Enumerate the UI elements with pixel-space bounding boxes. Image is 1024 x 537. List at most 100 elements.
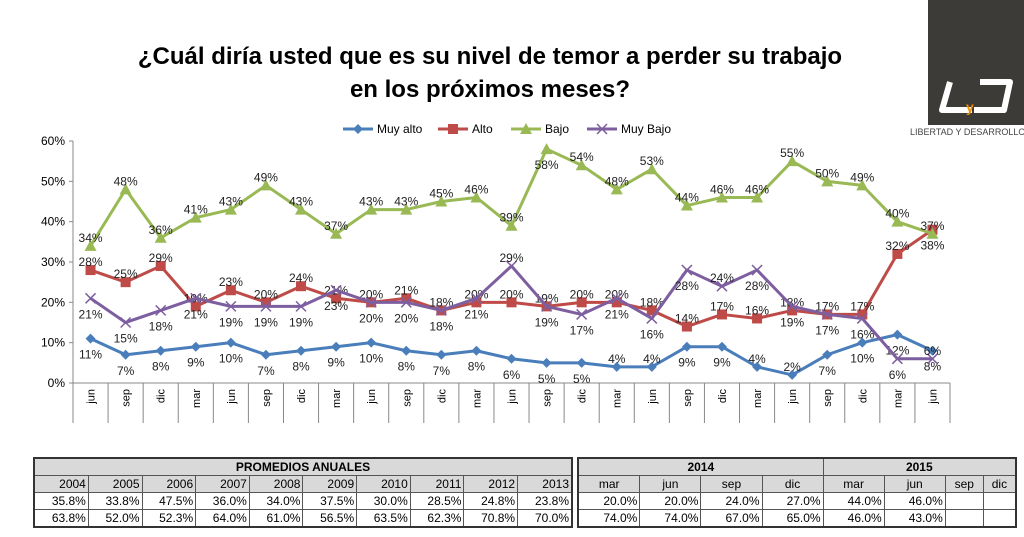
year-header-2015: 2015 <box>822 457 1017 476</box>
x-tick-label: mar <box>612 389 624 408</box>
x-tick-label: sep <box>261 389 273 407</box>
year-cell: 2007 <box>195 475 250 493</box>
data-label: 4% <box>608 352 626 366</box>
series-alto: 28% 25% 29% 19% 23% 20% 24% 21% 20% 21% 18% 20% 20% 1… <box>79 224 945 332</box>
x-tick-label: sep <box>542 389 554 407</box>
square-marker <box>225 285 236 296</box>
data-label: 18% <box>640 295 664 309</box>
triangle-marker <box>856 179 869 191</box>
square-marker <box>752 313 763 324</box>
recent-table: 2014 2015 mar jun sep dic mar jun sep dic 20.0%… <box>577 457 1017 528</box>
data-label: 7% <box>257 364 275 378</box>
square-marker <box>85 265 96 276</box>
legend-item-alto: Alto <box>438 122 493 136</box>
x-marker <box>225 300 237 312</box>
triangle-marker <box>540 143 553 155</box>
triangle-marker <box>610 183 623 195</box>
x-marker <box>541 300 553 312</box>
triangle-marker <box>680 199 693 211</box>
value-cell: 64.0% <box>195 509 250 528</box>
legend-item-bajo: Bajo <box>511 122 569 136</box>
diamond-marker <box>681 341 692 352</box>
x-tick-label: jun <box>647 389 659 405</box>
data-label: 15% <box>114 332 138 346</box>
square-marker <box>611 297 622 308</box>
data-label: 19% <box>254 315 278 329</box>
x-marker <box>856 312 868 324</box>
y-tick-label: 40% <box>41 215 65 229</box>
x-tick-label: jun <box>366 389 378 405</box>
data-label: 23% <box>324 299 348 313</box>
diamond-marker <box>752 361 763 372</box>
x-tick-label: mar <box>331 389 343 408</box>
data-label: 54% <box>570 150 594 164</box>
data-label: 37% <box>324 219 348 233</box>
year-header-2014: 2014 <box>577 457 824 476</box>
data-label: 16% <box>850 327 874 341</box>
lyd-logo-icon: y <box>939 79 1013 115</box>
value-cell: 61.0% <box>248 509 304 528</box>
triangle-marker <box>470 191 483 203</box>
value-cell: 20.0% <box>577 492 641 510</box>
x-marker <box>646 312 658 324</box>
month-cell: sep <box>944 475 984 493</box>
value-cell <box>982 509 1017 528</box>
data-label: 28% <box>79 255 103 269</box>
legend-label: Muy alto <box>377 122 423 136</box>
data-label: 9% <box>713 356 731 370</box>
square-marker <box>296 281 307 292</box>
y-tick-label: 50% <box>41 174 65 188</box>
x-marker <box>611 292 623 304</box>
value-cell <box>944 492 984 510</box>
data-label: 17% <box>850 299 874 313</box>
square-marker <box>681 321 692 332</box>
diamond-marker <box>927 345 938 356</box>
data-label: 46% <box>710 182 734 196</box>
data-label: 10% <box>850 352 874 366</box>
data-label: 36% <box>149 223 173 237</box>
annual-header: PROMEDIOS ANUALES <box>33 457 573 476</box>
data-label: 8% <box>152 360 170 374</box>
triangle-marker <box>400 203 413 215</box>
data-label: 5% <box>538 372 556 386</box>
diamond-marker <box>155 345 166 356</box>
x-marker <box>926 353 938 365</box>
data-label: 9% <box>678 356 696 370</box>
data-label: 17% <box>815 323 839 337</box>
square-marker <box>448 124 458 134</box>
diamond-marker <box>331 341 342 352</box>
square-marker <box>506 297 517 308</box>
triangle-marker <box>575 159 588 171</box>
diamond-marker <box>190 341 201 352</box>
year-cell: 2004 <box>33 475 89 493</box>
x-tick-label: jun <box>507 389 519 405</box>
data-label: 29% <box>149 251 173 265</box>
value-cell: 65.0% <box>761 509 824 528</box>
diamond-marker <box>646 361 657 372</box>
data-label: 39% <box>499 211 523 225</box>
x-tick-label: dic <box>717 389 729 404</box>
value-cell: 52.3% <box>141 509 197 528</box>
legend-label: Muy Bajo <box>621 122 671 136</box>
square-marker <box>401 293 412 304</box>
x-tick-label: dic <box>296 389 308 404</box>
data-label: 43% <box>219 195 243 209</box>
line-chart: 0% 10% 20% 30% 40% 50% 60% jun sep dic mar jun sep di… <box>41 122 951 423</box>
square-marker <box>471 297 482 308</box>
month-cell: dic <box>982 475 1017 493</box>
value-cell: 27.0% <box>761 492 824 510</box>
data-label: 21% <box>464 307 488 321</box>
value-cell: 70.8% <box>463 509 519 528</box>
legend-label: Alto <box>472 122 493 136</box>
square-marker <box>576 297 587 308</box>
series-line <box>89 147 933 247</box>
x-marker <box>85 292 97 304</box>
x-tick-label: jun <box>86 389 98 405</box>
square-marker <box>857 309 868 320</box>
data-label: 34% <box>79 231 103 245</box>
square-marker <box>646 305 657 316</box>
data-label: 19% <box>780 315 804 329</box>
triangle-marker <box>365 203 378 215</box>
x-marker <box>786 300 798 312</box>
triangle-marker <box>786 155 799 167</box>
